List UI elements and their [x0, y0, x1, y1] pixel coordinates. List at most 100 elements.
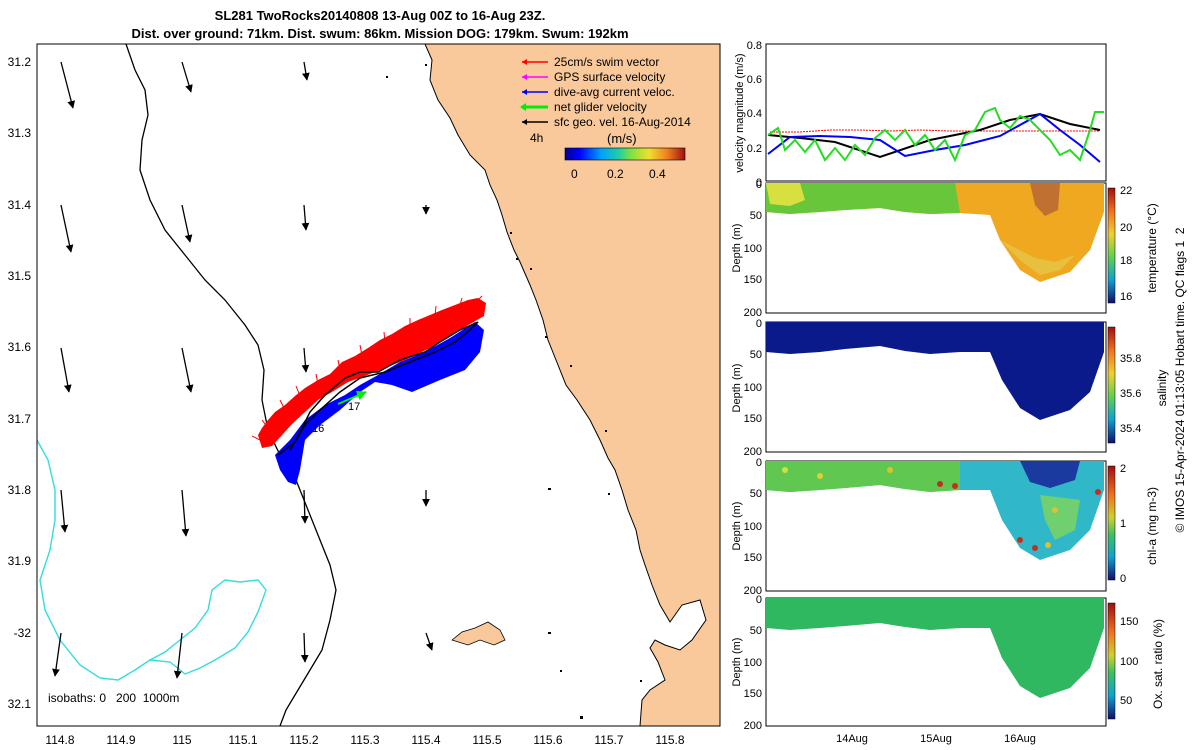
speed-colorbar — [564, 147, 686, 161]
sal-depth-0: 0 — [756, 318, 762, 330]
sal-depth-200: 200 — [744, 446, 762, 458]
x-tick-115.8: 115.8 — [655, 733, 684, 747]
x-tick-115.7: 115.7 — [594, 733, 623, 747]
coastal-dots — [386, 64, 642, 719]
chla-cb-2: 2 — [1120, 463, 1126, 475]
chla-depth-50: 50 — [750, 488, 762, 500]
swim-vector-hairs — [251, 295, 483, 441]
legend-label-geo: sfc geo. vel. 16-Aug-2014 — [554, 115, 691, 129]
track-label-16: 16 — [312, 423, 324, 435]
y-tick-31.2: 31.2 — [8, 55, 32, 69]
x-tick-115.4: 115.4 — [411, 733, 440, 747]
salinity-section — [766, 322, 1104, 420]
vel-tick-0.2: 0.2 — [747, 143, 762, 155]
velocity-ylabel: velocity magnitude (m/s) — [734, 53, 746, 172]
y-tick-32.1: 32.1 — [8, 697, 32, 711]
island — [451, 621, 506, 646]
footer-credit: © IMOS 15-Apr-2024 01:13:05 Hobart time.… — [1173, 227, 1187, 532]
temperature-panel: 22 20 18 16 temperature (°C) 0 50 100 15… — [731, 179, 1159, 319]
velocity-line-black — [767, 112, 1101, 159]
y-tick-31.9: 31.9 — [8, 554, 32, 568]
y-tick-31.6: 31.6 — [8, 340, 32, 354]
vel-tick-0.6: 0.6 — [747, 74, 762, 86]
map-x-axis: 114.8 114.9 115 115.1 115.2 115.3 115.4 … — [45, 733, 684, 747]
y-tick-32: -32 — [14, 626, 32, 640]
isobath-200m — [125, 44, 337, 726]
velocity-line-red — [770, 129, 1100, 133]
colorbar-tick-0: 0 — [571, 167, 578, 181]
figure-title-line1: SL281 TwoRocks20140808 13-Aug 00Z to 16-… — [214, 8, 546, 23]
time-tick-14aug: 14Aug — [836, 733, 868, 745]
sal-cb-35.6: 35.6 — [1120, 388, 1141, 400]
x-tick-115.6: 115.6 — [533, 733, 562, 747]
sal-depth-100: 100 — [744, 382, 762, 394]
temp-cb-18: 18 — [1120, 255, 1132, 267]
legend-label-gps: GPS surface velocity — [554, 70, 665, 84]
chla-panel: 2 1 0 chl-a (mg m-3) 0 50 100 150 200 De… — [731, 457, 1159, 597]
colorbar-interval-label: 4h — [530, 131, 543, 145]
time-tick-16aug: 16Aug — [1004, 733, 1036, 745]
oxy-depth-0: 0 — [756, 594, 762, 606]
isobath-label: isobaths: 0 200 1000m — [48, 691, 179, 705]
x-tick-114.8: 114.8 — [45, 733, 74, 747]
vel-tick-0: 0 — [756, 177, 762, 189]
oxy-cb-50: 50 — [1120, 695, 1132, 707]
chla-cb-0: 0 — [1120, 573, 1126, 585]
y-tick-31.7: 31.7 — [8, 412, 32, 426]
legend-label-swim: 25cm/s swim vector — [554, 55, 659, 69]
oxygen-section — [766, 598, 1104, 698]
swim-vector-fringe — [258, 298, 486, 448]
chla-depth-100: 100 — [744, 521, 762, 533]
glider-track — [277, 321, 479, 456]
chla-ylabel: Depth (m) — [731, 502, 743, 551]
geo-velocity-arrows — [52, 61, 434, 679]
track-label-17: 17 — [348, 401, 360, 413]
colorbar-units: (m/s) — [607, 131, 637, 146]
time-axis: 14Aug 15Aug 16Aug — [836, 733, 1036, 745]
salinity-panel: 35.8 35.6 35.4 salinity 0 50 100 150 200… — [731, 318, 1169, 458]
temp-ylabel: Depth (m) — [731, 224, 743, 273]
temp-depth-0: 0 — [756, 179, 762, 191]
oxygen-panel: 150 100 50 Ox. sat. ratio (%) 0 50 100 1… — [731, 594, 1165, 732]
legend-label-net: net glider velocity — [554, 100, 647, 114]
net-glider-arrow — [337, 390, 367, 405]
velocity-line-green — [767, 106, 1104, 163]
temp-depth-100: 100 — [744, 243, 762, 255]
vel-tick-0.8: 0.8 — [747, 40, 762, 52]
figure-title-line2: Dist. over ground: 71km. Dist. swum: 86k… — [131, 26, 629, 41]
sal-cb-35.4: 35.4 — [1120, 423, 1141, 435]
y-tick-31.3: 31.3 — [8, 126, 32, 140]
legend-label-current: dive-avg current veloc. — [554, 85, 675, 99]
land-area — [424, 44, 720, 726]
temp-depth-50: 50 — [750, 210, 762, 222]
y-tick-31.8: 31.8 — [8, 483, 32, 497]
oxy-depth-50: 50 — [750, 625, 762, 637]
x-tick-115.1: 115.1 — [228, 733, 257, 747]
temp-cb-16: 16 — [1120, 291, 1132, 303]
chla-depth-150: 150 — [744, 552, 762, 564]
chla-dots — [782, 467, 1101, 551]
time-tick-15aug: 15Aug — [920, 733, 952, 745]
chla-cbar-label: chl-a (mg m-3) — [1145, 487, 1159, 565]
velocity-panel: 0 0.2 0.4 0.6 0.8 velocity magnitude (m/… — [734, 40, 1107, 189]
map-legend: 25cm/s swim vector GPS surface velocity … — [520, 55, 691, 181]
x-tick-115.2: 115.2 — [289, 733, 318, 747]
sal-depth-150: 150 — [744, 413, 762, 425]
chla-depth-200: 200 — [744, 585, 762, 597]
colorbar-tick-0.2: 0.2 — [607, 167, 624, 181]
oxy-depth-200: 200 — [744, 720, 762, 732]
temp-cb-20: 20 — [1120, 222, 1132, 234]
x-tick-115.5: 115.5 — [472, 733, 501, 747]
chla-cb-1: 1 — [1120, 518, 1126, 530]
x-tick-114.9: 114.9 — [106, 733, 135, 747]
x-tick-115.3: 115.3 — [350, 733, 379, 747]
oxy-cb-150: 150 — [1120, 616, 1138, 628]
oxy-depth-100: 100 — [744, 657, 762, 669]
temp-depth-150: 150 — [744, 274, 762, 286]
y-tick-31.5: 31.5 — [8, 269, 32, 283]
sal-cb-35.8: 35.8 — [1120, 353, 1141, 365]
y-tick-31.4: 31.4 — [8, 198, 32, 212]
oxy-cbar-label: Ox. sat. ratio (%) — [1151, 619, 1165, 709]
